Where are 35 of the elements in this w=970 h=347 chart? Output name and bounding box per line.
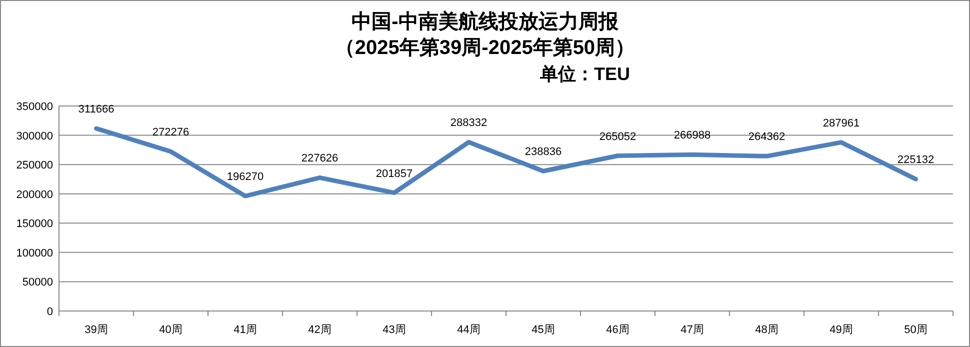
data-label: 265052 bbox=[599, 130, 636, 143]
y-tick-label: 250000 bbox=[16, 160, 53, 172]
data-label: 225132 bbox=[897, 154, 934, 166]
y-tick-label: 0 bbox=[46, 306, 53, 318]
data-label: 264362 bbox=[748, 131, 786, 144]
x-tick-label: 46周 bbox=[606, 324, 630, 336]
chart-subtitle: （2025年第39周-2025年第50周） bbox=[334, 37, 636, 59]
x-tick-label: 49周 bbox=[830, 324, 853, 336]
y-tick-label: 300000 bbox=[16, 130, 53, 142]
x-tick-label: 44周 bbox=[457, 324, 480, 336]
x-tick-label: 42周 bbox=[308, 324, 332, 336]
data-label: 287961 bbox=[822, 117, 860, 130]
data-label: 266988 bbox=[674, 130, 711, 142]
data-label: 201857 bbox=[376, 168, 413, 180]
x-tick-label: 47周 bbox=[680, 324, 704, 336]
data-label: 227626 bbox=[301, 152, 338, 165]
x-tick-label: 41周 bbox=[234, 324, 257, 336]
y-tick-label: 100000 bbox=[16, 247, 53, 260]
x-tick-label: 45周 bbox=[532, 324, 555, 336]
data-label: 272276 bbox=[152, 126, 190, 139]
y-tick-label: 150000 bbox=[16, 218, 53, 230]
x-tick-label: 50周 bbox=[904, 324, 928, 336]
chart-title: 中国-中南美航线投放运力周报 bbox=[352, 10, 620, 33]
x-tick-label: 48周 bbox=[755, 324, 778, 336]
data-label: 311666 bbox=[78, 103, 114, 116]
data-label: 238836 bbox=[524, 146, 562, 158]
x-tick-label: 40周 bbox=[159, 324, 182, 336]
x-tick-label: 43周 bbox=[382, 324, 406, 336]
text: 单位：TEU bbox=[539, 64, 630, 84]
data-label: 288332 bbox=[450, 117, 488, 130]
y-tick-label: 50000 bbox=[22, 276, 53, 289]
y-tick-label: 350000 bbox=[16, 101, 53, 113]
x-tick-label: 39周 bbox=[84, 324, 108, 336]
y-tick-label: 200000 bbox=[16, 188, 53, 201]
data-label: 196270 bbox=[226, 171, 264, 184]
